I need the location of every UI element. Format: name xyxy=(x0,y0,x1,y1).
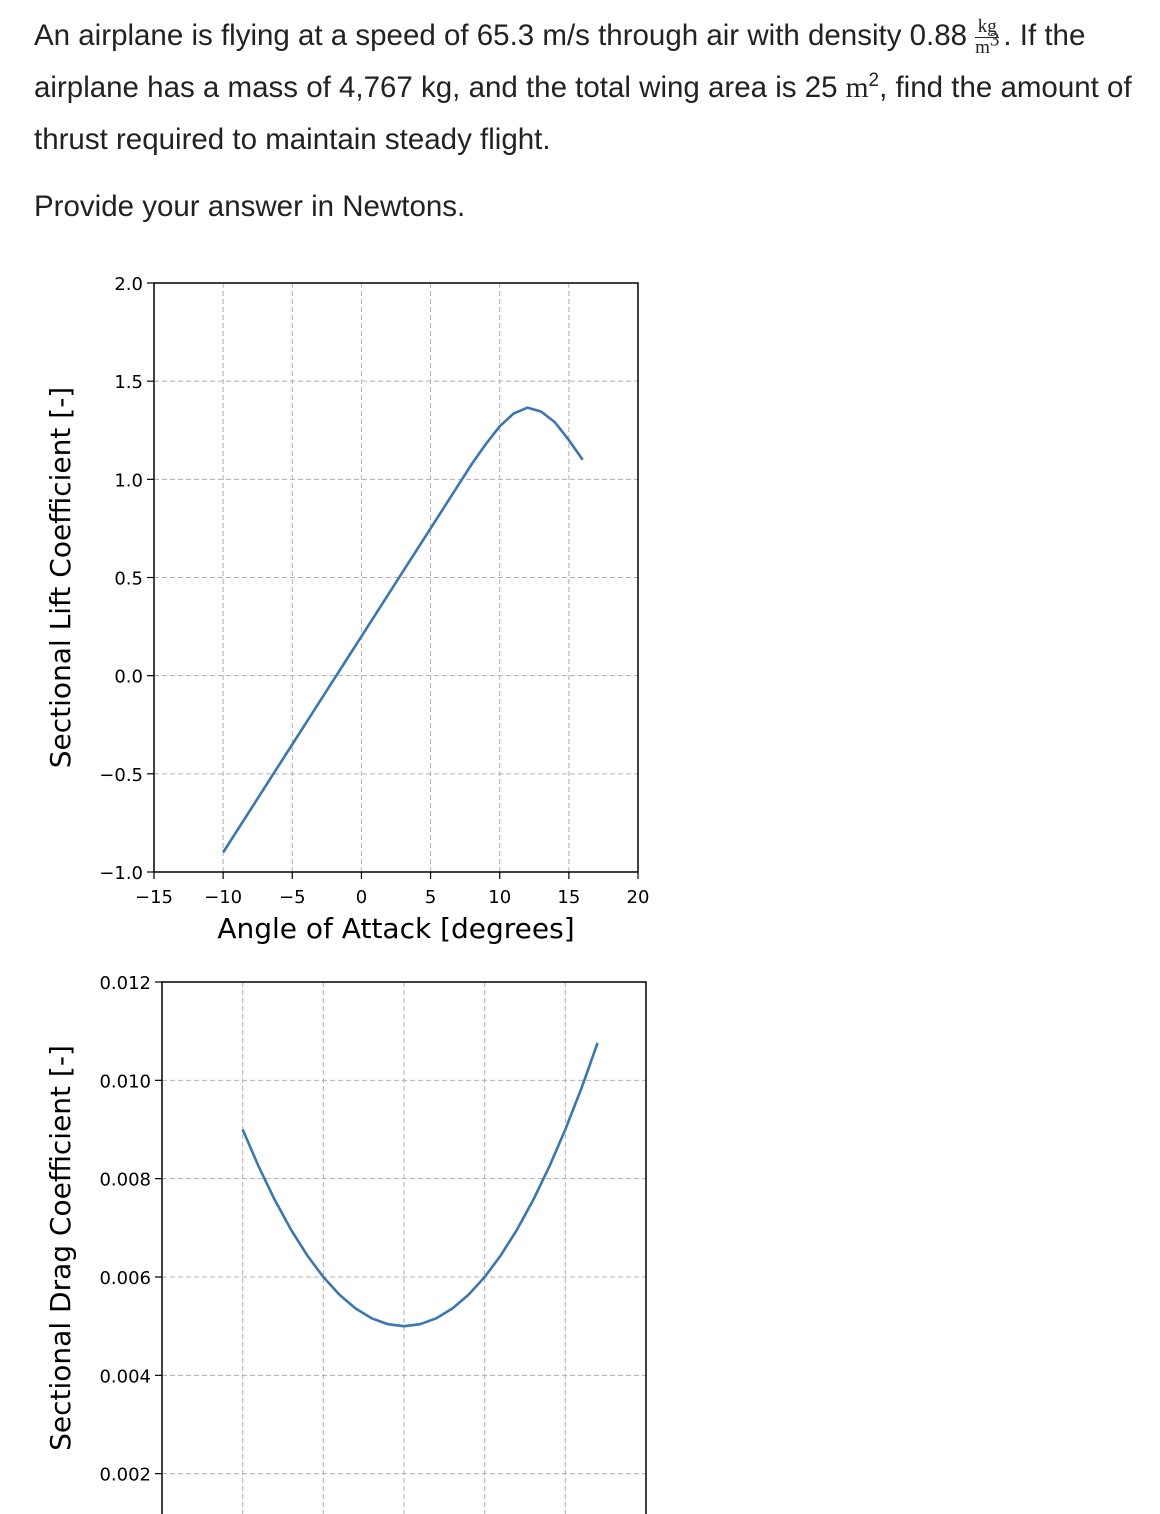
x-tick-label: 10 xyxy=(488,887,511,908)
area-unit: m xyxy=(845,72,869,104)
y-tick-label: 0.5 xyxy=(114,569,143,590)
y-tick-label: 0.012 xyxy=(99,973,151,994)
y-axis-label: Sectional Lift Coefficient [-] xyxy=(44,387,77,768)
unit-numerator: kg xyxy=(975,16,1000,38)
area-exponent: 2 xyxy=(868,70,880,92)
x-tick-label: 0 xyxy=(356,887,367,908)
x-tick-label: 5 xyxy=(425,887,436,908)
plot-frame xyxy=(161,981,647,1514)
y-tick-label: 0.002 xyxy=(99,1465,151,1486)
question-text: An airplane is flying at a speed of 65.3… xyxy=(34,19,968,52)
y-tick-label: 2.0 xyxy=(114,274,143,295)
unit-base: m xyxy=(975,36,990,58)
x-tick-label: −10 xyxy=(204,887,242,908)
unit-fraction: kg m3 xyxy=(975,16,1000,58)
y-tick-label: 0.0 xyxy=(114,667,143,688)
y-tick-label: 0.010 xyxy=(99,1071,151,1092)
instruction: Provide your answer in Newtons. xyxy=(34,190,466,223)
y-axis-label: Sectional Drag Coefficient [-] xyxy=(44,1045,77,1451)
data-line xyxy=(222,406,584,854)
y-tick-label: −1.0 xyxy=(99,863,143,884)
y-tick-label: 0.004 xyxy=(99,1366,151,1387)
unit-denominator: m3 xyxy=(975,30,999,58)
data-line xyxy=(241,1042,599,1328)
unit-exponent: 3 xyxy=(989,29,1000,51)
x-tick-label: 20 xyxy=(627,887,650,908)
question: An airplane is flying at a speed of 65.3… xyxy=(34,10,1144,166)
x-tick-label: −5 xyxy=(279,887,306,908)
y-tick-label: 0.008 xyxy=(99,1170,151,1191)
question-text: . If the airplane has a mass of 4,767 kg… xyxy=(34,19,1086,104)
question-text: , find the amount of thrust required to … xyxy=(34,71,1132,156)
x-axis-label: Angle of Attack [degrees] xyxy=(217,912,574,945)
y-tick-label: 1.0 xyxy=(114,470,143,491)
y-tick-label: −0.5 xyxy=(99,765,143,786)
x-tick-label: 15 xyxy=(557,887,580,908)
x-tick-label: −15 xyxy=(135,887,173,908)
plot-frame xyxy=(153,282,639,873)
y-tick-label: 1.5 xyxy=(114,372,143,393)
y-tick-label: 0.006 xyxy=(99,1268,151,1289)
